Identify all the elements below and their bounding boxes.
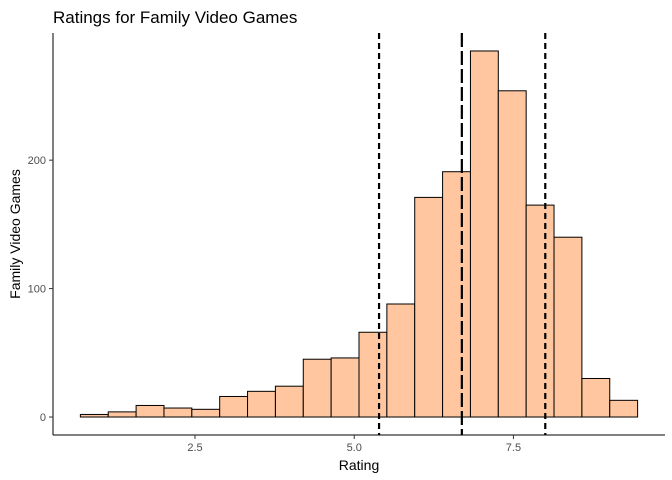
y-axis-ticks: 0 100 200 xyxy=(28,155,53,424)
y-tick-label-2: 100 xyxy=(28,284,46,296)
histogram-bar-13 xyxy=(414,196,444,418)
histogram-bar-18 xyxy=(553,236,583,418)
y-axis-title: Family Video Games xyxy=(7,169,23,299)
bars-group xyxy=(79,50,639,418)
histogram-bar-7 xyxy=(247,390,276,418)
histogram-bar-9 xyxy=(302,358,332,418)
reference-lines-group xyxy=(377,33,547,435)
x-tick-label-1: 2.5 xyxy=(187,442,202,454)
histogram-bar-10 xyxy=(330,357,360,418)
chart-title: Ratings for Family Video Games xyxy=(53,8,297,27)
histogram-bar-6 xyxy=(219,395,249,418)
x-tick-label-2: 5.0 xyxy=(347,442,362,454)
histogram-bar-16 xyxy=(497,90,527,418)
histogram-bar-4 xyxy=(163,407,193,418)
histogram-bar-1 xyxy=(79,413,109,418)
histogram-bar-5 xyxy=(191,408,221,418)
histogram-bar-12 xyxy=(386,303,416,418)
histogram-bar-14 xyxy=(442,171,471,418)
histogram-bar-17 xyxy=(525,204,555,418)
x-tick-label-3: 7.5 xyxy=(506,442,521,454)
histogram-bar-19 xyxy=(581,377,611,418)
histogram-bar-2 xyxy=(107,411,137,418)
y-tick-label-1: 0 xyxy=(40,412,46,424)
histogram-bar-15 xyxy=(469,50,499,418)
histogram-bar-3 xyxy=(135,404,165,418)
x-axis-ticks: 2.5 5.0 7.5 xyxy=(187,435,521,454)
y-tick-label-3: 200 xyxy=(28,155,46,167)
histogram-bar-20 xyxy=(609,399,639,418)
histogram-bar-8 xyxy=(274,385,304,418)
x-axis-title: Rating xyxy=(339,457,379,473)
histogram-bar-11 xyxy=(358,331,388,418)
